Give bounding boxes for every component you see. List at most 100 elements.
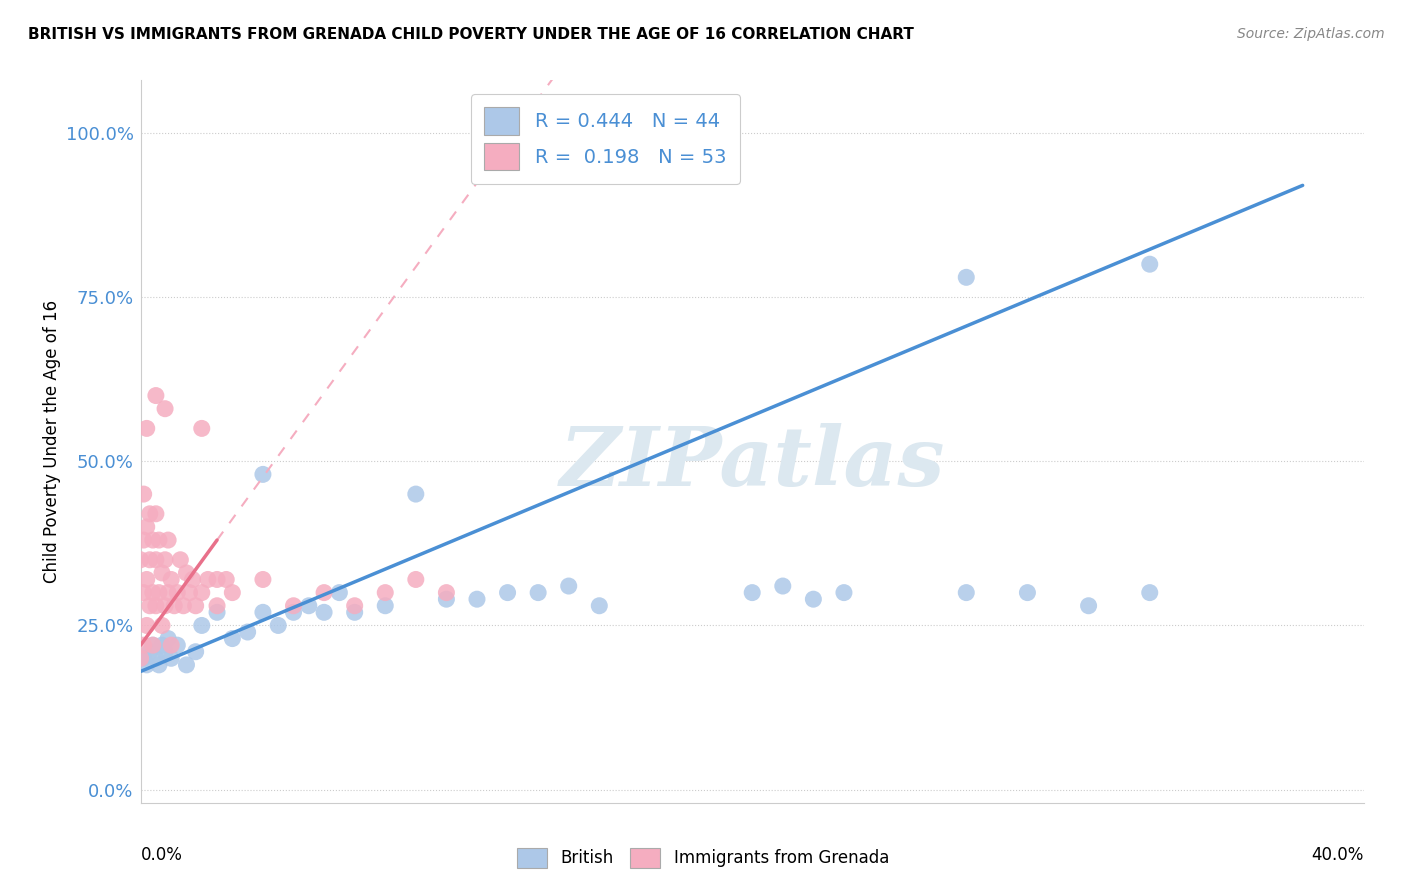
Point	[191, 421, 214, 435]
Point	[153, 645, 176, 659]
Point	[215, 573, 238, 587]
Point	[160, 573, 183, 587]
Point	[163, 599, 186, 613]
Point	[169, 553, 191, 567]
Point	[153, 401, 176, 416]
Point	[142, 638, 165, 652]
Point	[803, 592, 825, 607]
Point	[558, 579, 581, 593]
Y-axis label: Child Poverty Under the Age of 16: Child Poverty Under the Age of 16	[42, 300, 60, 583]
Point	[184, 599, 207, 613]
Point	[267, 618, 290, 632]
Point	[374, 599, 396, 613]
Legend: British, Immigrants from Grenada: British, Immigrants from Grenada	[510, 841, 896, 875]
Point	[160, 638, 183, 652]
Point	[955, 270, 977, 285]
Point	[148, 585, 170, 599]
Point	[312, 605, 335, 619]
Point	[374, 585, 396, 599]
Point	[221, 632, 243, 646]
Point	[142, 638, 165, 652]
Text: Source: ZipAtlas.com: Source: ZipAtlas.com	[1237, 27, 1385, 41]
Point	[205, 599, 228, 613]
Point	[176, 657, 198, 672]
Point	[132, 585, 155, 599]
Point	[129, 651, 152, 665]
Point	[955, 585, 977, 599]
Point	[588, 599, 610, 613]
Point	[132, 651, 155, 665]
Point	[142, 533, 165, 547]
Point	[252, 605, 274, 619]
Point	[153, 553, 176, 567]
Point	[252, 573, 274, 587]
Point	[527, 585, 550, 599]
Point	[160, 651, 183, 665]
Point	[150, 638, 173, 652]
Point	[135, 421, 157, 435]
Point	[145, 553, 167, 567]
Point	[496, 585, 519, 599]
Point	[298, 599, 321, 613]
Point	[343, 599, 366, 613]
Point	[145, 599, 167, 613]
Point	[176, 566, 198, 580]
Point	[283, 605, 305, 619]
Point	[1017, 585, 1039, 599]
Point	[135, 618, 157, 632]
Point	[205, 605, 228, 619]
Point	[179, 585, 201, 599]
Text: 0.0%: 0.0%	[141, 847, 183, 864]
Point	[139, 507, 162, 521]
Point	[772, 579, 794, 593]
Text: ZIPatlas: ZIPatlas	[560, 423, 945, 503]
Point	[205, 573, 228, 587]
Point	[145, 507, 167, 521]
Point	[436, 585, 458, 599]
Point	[150, 566, 173, 580]
Point	[405, 573, 427, 587]
Point	[135, 573, 157, 587]
Point	[157, 585, 180, 599]
Point	[166, 585, 188, 599]
Point	[191, 585, 214, 599]
Point	[197, 573, 219, 587]
Point	[191, 618, 214, 632]
Point	[153, 599, 176, 613]
Point	[405, 487, 427, 501]
Legend: R = 0.444   N = 44, R =  0.198   N = 53: R = 0.444 N = 44, R = 0.198 N = 53	[471, 94, 740, 184]
Point	[129, 553, 152, 567]
Point	[184, 645, 207, 659]
Point	[236, 625, 259, 640]
Point	[1139, 257, 1161, 271]
Point	[832, 585, 855, 599]
Text: 40.0%: 40.0%	[1312, 847, 1364, 864]
Point	[166, 638, 188, 652]
Point	[132, 638, 155, 652]
Point	[221, 585, 243, 599]
Point	[343, 605, 366, 619]
Point	[465, 592, 488, 607]
Point	[436, 592, 458, 607]
Point	[148, 657, 170, 672]
Point	[142, 585, 165, 599]
Point	[1077, 599, 1099, 613]
Point	[145, 651, 167, 665]
Point	[172, 599, 194, 613]
Point	[157, 632, 180, 646]
Point	[181, 573, 204, 587]
Point	[283, 599, 305, 613]
Point	[157, 533, 180, 547]
Text: BRITISH VS IMMIGRANTS FROM GRENADA CHILD POVERTY UNDER THE AGE OF 16 CORRELATION: BRITISH VS IMMIGRANTS FROM GRENADA CHILD…	[28, 27, 914, 42]
Point	[148, 533, 170, 547]
Point	[328, 585, 350, 599]
Point	[741, 585, 763, 599]
Point	[135, 520, 157, 534]
Point	[252, 467, 274, 482]
Point	[132, 533, 155, 547]
Point	[1139, 585, 1161, 599]
Point	[150, 618, 173, 632]
Point	[139, 553, 162, 567]
Point	[139, 599, 162, 613]
Point	[139, 645, 162, 659]
